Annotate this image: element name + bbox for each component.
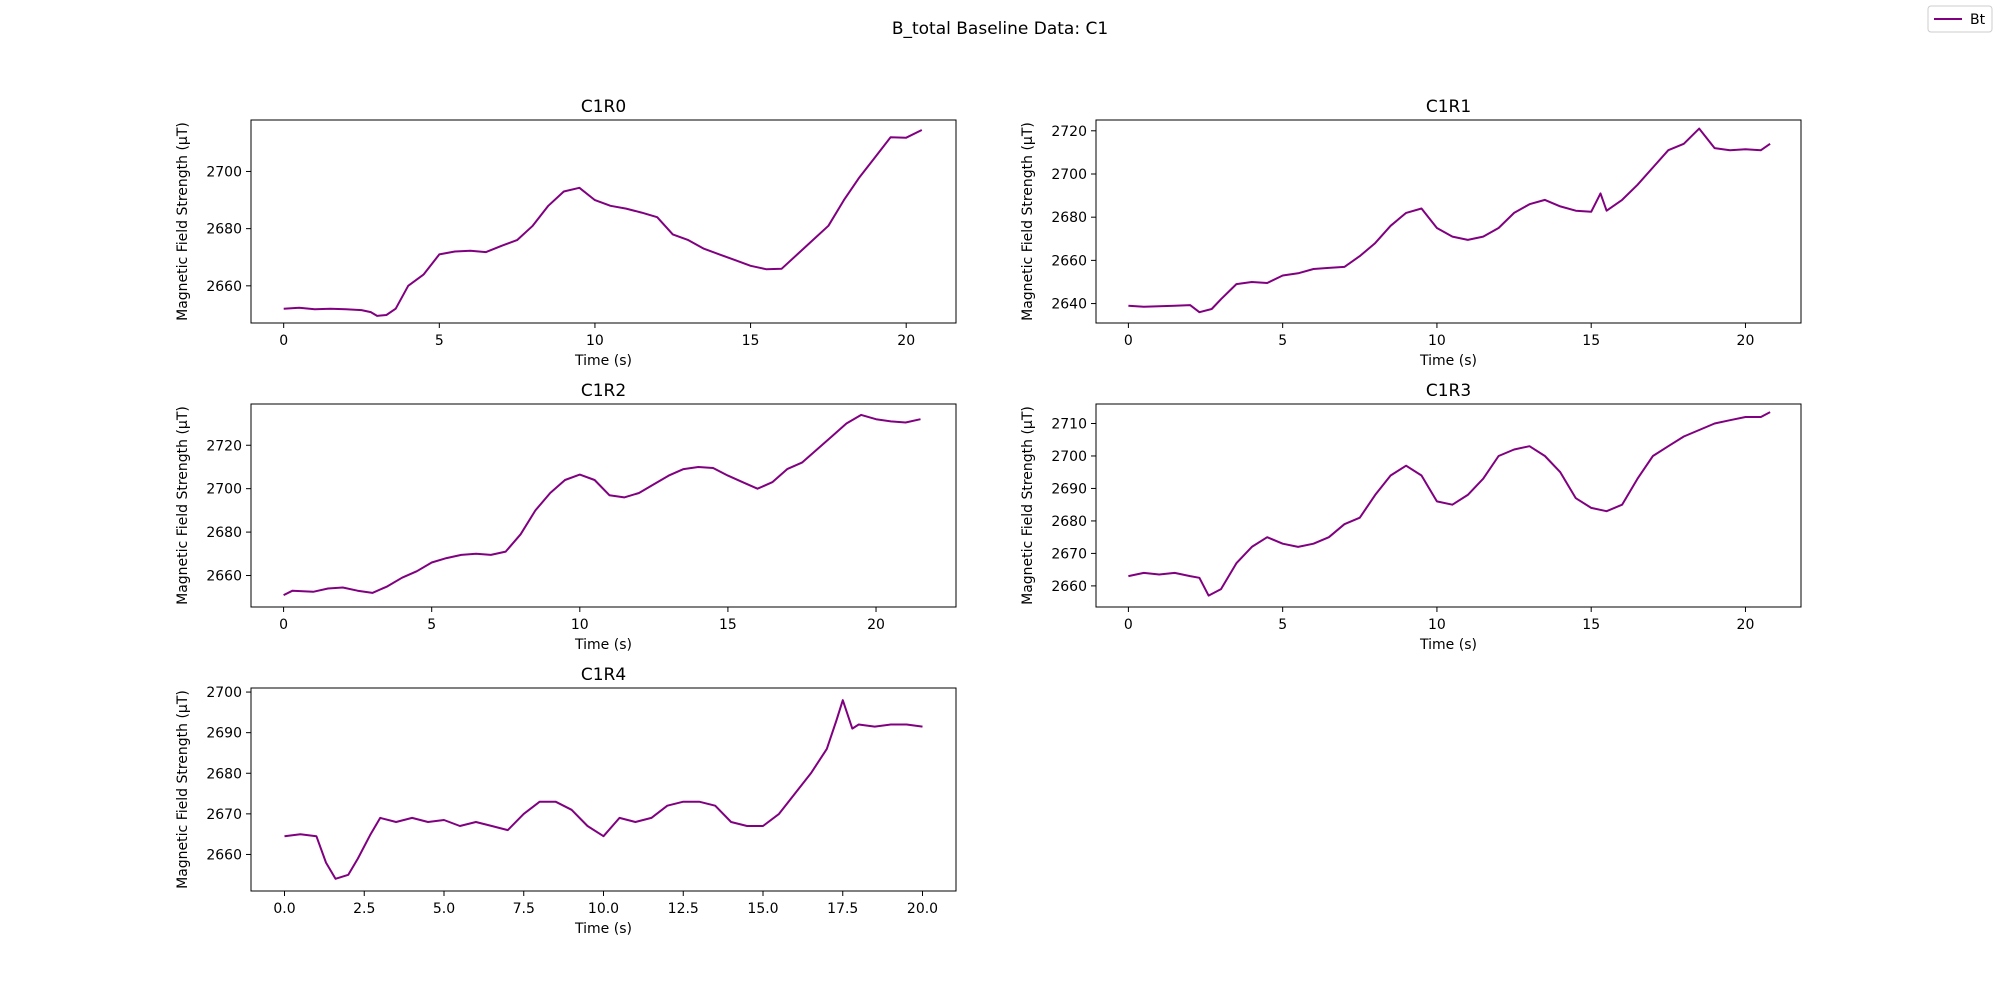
- subplot-title: C1R3: [1426, 381, 1471, 401]
- legend-label: Bt: [1970, 12, 1986, 28]
- axes-frame: [1095, 119, 1802, 324]
- subplot-c1r4: 0.0 2.5 5.0 7.5 10.0 12.5 15.0 17.5 20.0 2660 2670…: [175, 665, 957, 937]
- x-tick-label: 20: [1737, 333, 1755, 349]
- x-tick-label: 10: [1428, 333, 1446, 349]
- axes-frame: [250, 119, 957, 324]
- x-tick-label: 15: [1582, 333, 1600, 349]
- x-tick-label: 15.0: [747, 901, 778, 917]
- y-tick-label: 2720: [1051, 124, 1087, 140]
- y-tick-label: 2660: [1051, 253, 1087, 269]
- y-tick-label: 2680: [1051, 210, 1087, 226]
- y-tick-label: 2700: [1051, 449, 1087, 465]
- subplot-title: C1R4: [581, 665, 626, 685]
- y-tick-label: 2670: [206, 807, 242, 823]
- y-tick-label: 2710: [1051, 416, 1087, 432]
- y-tick-label: 2680: [206, 222, 242, 238]
- x-tick-label: 10: [586, 333, 604, 349]
- y-tick-label: 2660: [206, 847, 242, 863]
- y-tick-label: 2700: [206, 685, 242, 701]
- x-tick-label: 5: [427, 617, 436, 633]
- y-tick-label: 2700: [206, 482, 242, 498]
- y-tick-label: 2660: [206, 569, 242, 585]
- x-tick-label: 5.0: [433, 901, 455, 917]
- x-tick-label: 0: [279, 333, 288, 349]
- y-axis-label: Magnetic Field Strength (μT): [175, 690, 191, 889]
- x-tick-label: 5: [1278, 617, 1287, 633]
- y-axis-label: Magnetic Field Strength (μT): [1020, 122, 1036, 321]
- series-line-bt: [283, 413, 921, 596]
- y-axis-label: Magnetic Field Strength (μT): [175, 122, 191, 321]
- y-tick-label: 2670: [1051, 546, 1087, 562]
- series-line-bt: [284, 699, 923, 880]
- x-tick-label: 5: [1278, 333, 1287, 349]
- y-tick-label: 2690: [1051, 481, 1087, 497]
- series-line-bt: [283, 129, 923, 317]
- subplot-c1r3: 0 5 10 15 20 2660 2670 2680 2690 2700 2710 C1R3 Time…: [1020, 381, 1802, 653]
- subplot-title: C1R0: [581, 97, 626, 117]
- x-tick-label: 15: [742, 333, 760, 349]
- series-line-bt: [1128, 127, 1771, 314]
- x-tick-label: 17.5: [827, 901, 858, 917]
- subplot-title: C1R1: [1426, 97, 1471, 117]
- x-tick-label: 10.0: [588, 901, 619, 917]
- subplot-c1r1: 0 5 10 15 20 2640 2660 2680 2700 2720 C1R1 Time (s)…: [1020, 97, 1802, 369]
- y-tick-label: 2700: [1051, 167, 1087, 183]
- subplot-c1r0: 0 5 10 15 20 2660 2680 2700 C1R0 Time (s) Magnetic…: [175, 97, 957, 369]
- x-tick-label: 20: [897, 333, 915, 349]
- x-axis-label: Time (s): [1419, 637, 1477, 653]
- y-axis-label: Magnetic Field Strength (μT): [1020, 406, 1036, 605]
- x-tick-label: 20: [1737, 617, 1755, 633]
- y-tick-label: 2700: [206, 164, 242, 180]
- axes-frame: [1095, 403, 1802, 608]
- x-axis-label: Time (s): [574, 921, 632, 937]
- x-axis-label: Time (s): [1419, 353, 1477, 369]
- x-axis-label: Time (s): [574, 637, 632, 653]
- y-tick-label: 2680: [1051, 514, 1087, 530]
- x-tick-label: 15: [719, 617, 737, 633]
- figure-legend: Bt: [1927, 5, 1993, 33]
- x-tick-label: 10: [1428, 617, 1446, 633]
- x-tick-label: 12.5: [668, 901, 699, 917]
- x-tick-label: 20: [867, 617, 885, 633]
- x-tick-label: 5: [435, 333, 444, 349]
- subplot-grid: 0 5 10 15 20 2660 2680 2700 C1R0 Time (s) Magnetic…: [175, 97, 1802, 937]
- x-tick-label: 0: [1124, 617, 1133, 633]
- figure-title: B_total Baseline Data: C1: [892, 19, 1108, 39]
- y-tick-label: 2660: [1051, 579, 1087, 595]
- y-tick-label: 2640: [1051, 297, 1087, 313]
- x-tick-label: 0: [1124, 333, 1133, 349]
- series-line-bt: [1128, 411, 1771, 597]
- y-tick-label: 2660: [206, 279, 242, 295]
- x-tick-label: 2.5: [353, 901, 375, 917]
- x-axis-label: Time (s): [574, 353, 632, 369]
- x-tick-label: 20.0: [907, 901, 938, 917]
- y-tick-label: 2680: [206, 766, 242, 782]
- axes-frame: [250, 403, 957, 608]
- y-tick-label: 2720: [206, 438, 242, 454]
- subplot-c1r2: 0 5 10 15 20 2660 2680 2700 2720 C1R2 Time (s) Magn…: [175, 381, 957, 653]
- x-tick-label: 10: [571, 617, 589, 633]
- y-tick-label: 2680: [206, 525, 242, 541]
- x-tick-label: 7.5: [513, 901, 535, 917]
- x-tick-label: 15: [1582, 617, 1600, 633]
- x-tick-label: 0: [279, 617, 288, 633]
- y-tick-label: 2690: [206, 726, 242, 742]
- x-tick-label: 0.0: [273, 901, 295, 917]
- subplot-title: C1R2: [581, 381, 626, 401]
- y-axis-label: Magnetic Field Strength (μT): [175, 406, 191, 605]
